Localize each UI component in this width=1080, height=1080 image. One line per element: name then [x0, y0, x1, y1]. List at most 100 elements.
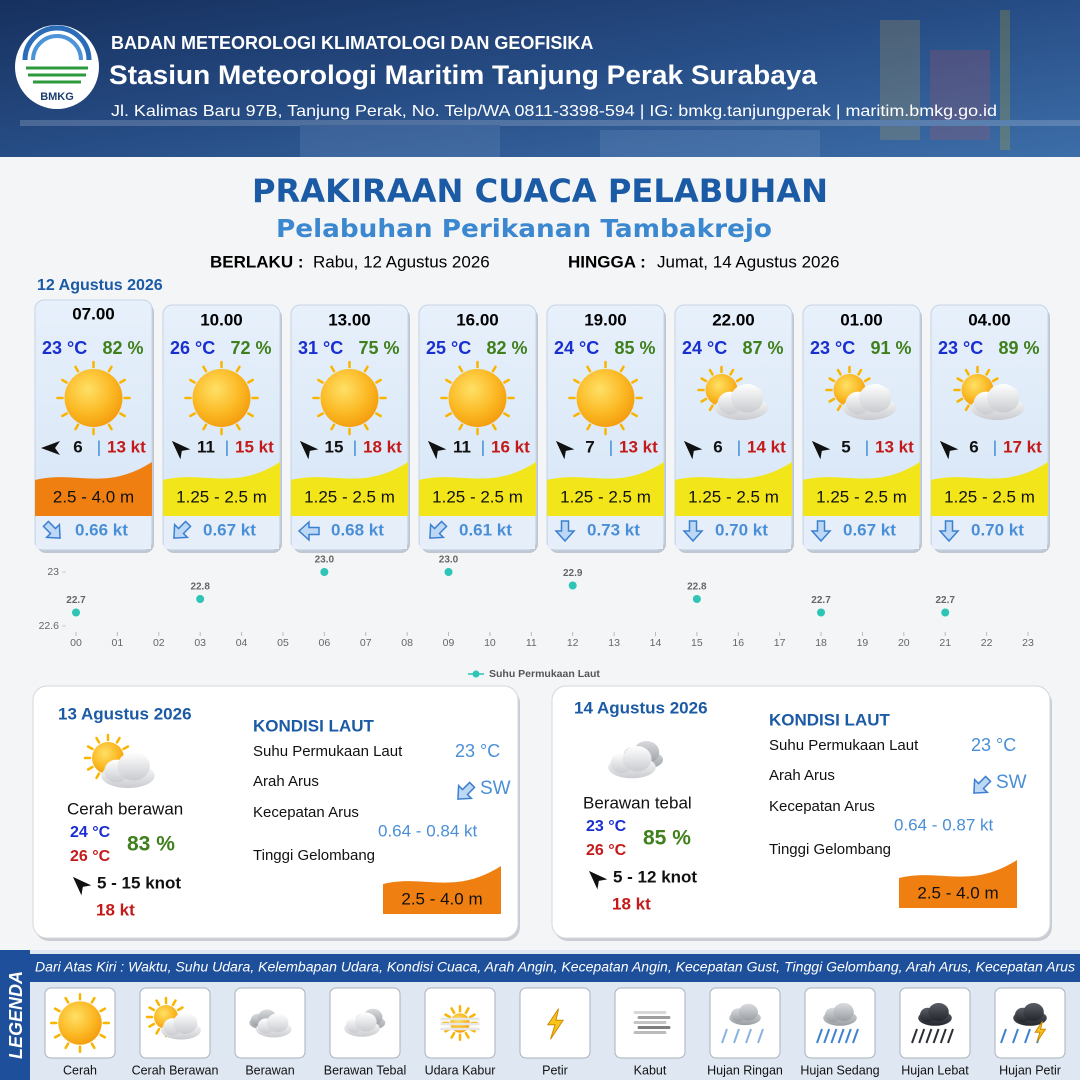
- sun-ray: [444, 1013, 452, 1019]
- current-speed: 0.66 kt: [75, 520, 128, 539]
- validity-to: Jumat, 14 Agustus 2026: [657, 252, 839, 271]
- sun-ray: [235, 365, 241, 373]
- sun-ray: [458, 365, 464, 373]
- wind-direction: [41, 441, 60, 455]
- gust: 18 kt: [363, 437, 402, 456]
- current-speed: 0.68 kt: [331, 520, 384, 539]
- wave-height: 1.25 - 2.5 m: [944, 487, 1035, 506]
- wave-height: 1.25 - 2.5 m: [304, 487, 395, 506]
- wind-speed: 6: [969, 437, 978, 456]
- logo-arc: [22, 25, 92, 61]
- sun-disc: [58, 1001, 102, 1045]
- weather-icon: [184, 360, 259, 436]
- sun-ray: [445, 412, 452, 418]
- current-speed: 0.67 kt: [843, 520, 896, 539]
- wind-direction: [811, 440, 831, 460]
- point: [320, 568, 329, 576]
- sun-ray: [148, 1006, 156, 1012]
- legend-item-label: Kabut: [634, 1063, 667, 1077]
- fog-band: [633, 1011, 667, 1014]
- legend-side-bar: [0, 950, 30, 1080]
- separator: |: [737, 437, 741, 456]
- current-speed: 0.70 kt: [971, 520, 1024, 539]
- day3-panel: [551, 685, 1051, 939]
- sea-title: KONDISI LAUT: [253, 716, 375, 735]
- sun-ray: [155, 999, 161, 1007]
- fog-band: [633, 1021, 667, 1024]
- current-direction: [682, 520, 704, 543]
- point: [941, 608, 950, 617]
- condition: Cerah berawan: [67, 799, 183, 818]
- cloud-part: [928, 1003, 949, 1021]
- x-tick-label: 12: [567, 637, 579, 649]
- current-direction: [973, 775, 992, 794]
- wave-label: Tinggi Gelombang: [769, 841, 891, 858]
- sst: 23 °C: [971, 735, 1016, 755]
- sst-label: Suhu Permukaan Laut: [253, 743, 403, 760]
- sun-ray: [53, 1033, 61, 1039]
- x-tick-label: 14: [650, 637, 662, 649]
- rain: [816, 1028, 823, 1044]
- sun-ray: [729, 368, 735, 376]
- sea-title: KONDISI LAUT: [769, 710, 891, 729]
- time: 19.00: [584, 310, 627, 329]
- current-direction: [457, 781, 476, 800]
- sun-ray: [122, 745, 130, 751]
- logo-arc: [31, 34, 83, 61]
- sun-ray: [619, 365, 625, 373]
- temp-min: 23 °C: [586, 818, 627, 835]
- day1-date: 12 Agustus 2026: [37, 277, 163, 294]
- x-tick-label: 02: [153, 637, 165, 649]
- time: 22.00: [712, 310, 755, 329]
- separator: |: [97, 437, 101, 456]
- wind-speed: 15: [325, 437, 344, 456]
- sun-ray: [64, 996, 70, 1004]
- humidity: 72 %: [230, 338, 271, 358]
- x-tick-label: 10: [484, 637, 496, 649]
- subtitle: Pelabuhan Perikanan Tambakrejo: [276, 214, 772, 243]
- temp-max: 26 °C: [586, 842, 627, 859]
- sun-ray: [964, 368, 970, 376]
- time: 04.00: [968, 310, 1011, 329]
- wave-area: [675, 462, 792, 516]
- wind-direction: [72, 876, 92, 896]
- point: [817, 608, 826, 617]
- legend-label: Suhu Permukaan Laut: [489, 668, 600, 680]
- sun-ray: [828, 397, 836, 403]
- gust: 13 kt: [619, 437, 658, 456]
- x-tick-label: 05: [277, 637, 289, 649]
- rain: [1000, 1028, 1007, 1044]
- rain: [939, 1028, 947, 1044]
- cloud-part: [354, 1012, 377, 1032]
- logo-stripes: [26, 66, 88, 84]
- header-scene: [20, 10, 1080, 157]
- temp-max: 26 °C: [70, 848, 111, 865]
- gust: 13 kt: [875, 437, 914, 456]
- cloud-part: [622, 746, 652, 772]
- current-dir-label: Arah Arus: [253, 773, 319, 790]
- separator: |: [481, 437, 485, 456]
- sun-ray: [61, 412, 68, 418]
- rain: [837, 1028, 845, 1044]
- humidity: 85 %: [614, 338, 655, 358]
- sun-disc: [192, 369, 251, 427]
- weather-icon: [816, 1003, 859, 1044]
- point-label: 23.0: [439, 555, 459, 566]
- temperature: 25 °C: [426, 338, 471, 358]
- sun-ray: [95, 736, 101, 744]
- humidity: 87 %: [742, 338, 783, 358]
- weather-icon: [633, 1011, 671, 1034]
- gust: 18 kt: [96, 900, 135, 919]
- sun-ray: [330, 423, 336, 431]
- wind-speed: 11: [453, 437, 471, 456]
- cloud-part: [266, 1013, 289, 1033]
- sun-ray: [189, 412, 196, 418]
- rain: [852, 1028, 859, 1044]
- current-speed: 0.70 kt: [715, 520, 768, 539]
- sun-ray: [708, 368, 714, 376]
- rain: [918, 1028, 926, 1044]
- current-direction: [173, 520, 192, 539]
- sun-ray: [573, 412, 580, 418]
- current-direction: [429, 520, 448, 539]
- time: 13.00: [328, 310, 371, 329]
